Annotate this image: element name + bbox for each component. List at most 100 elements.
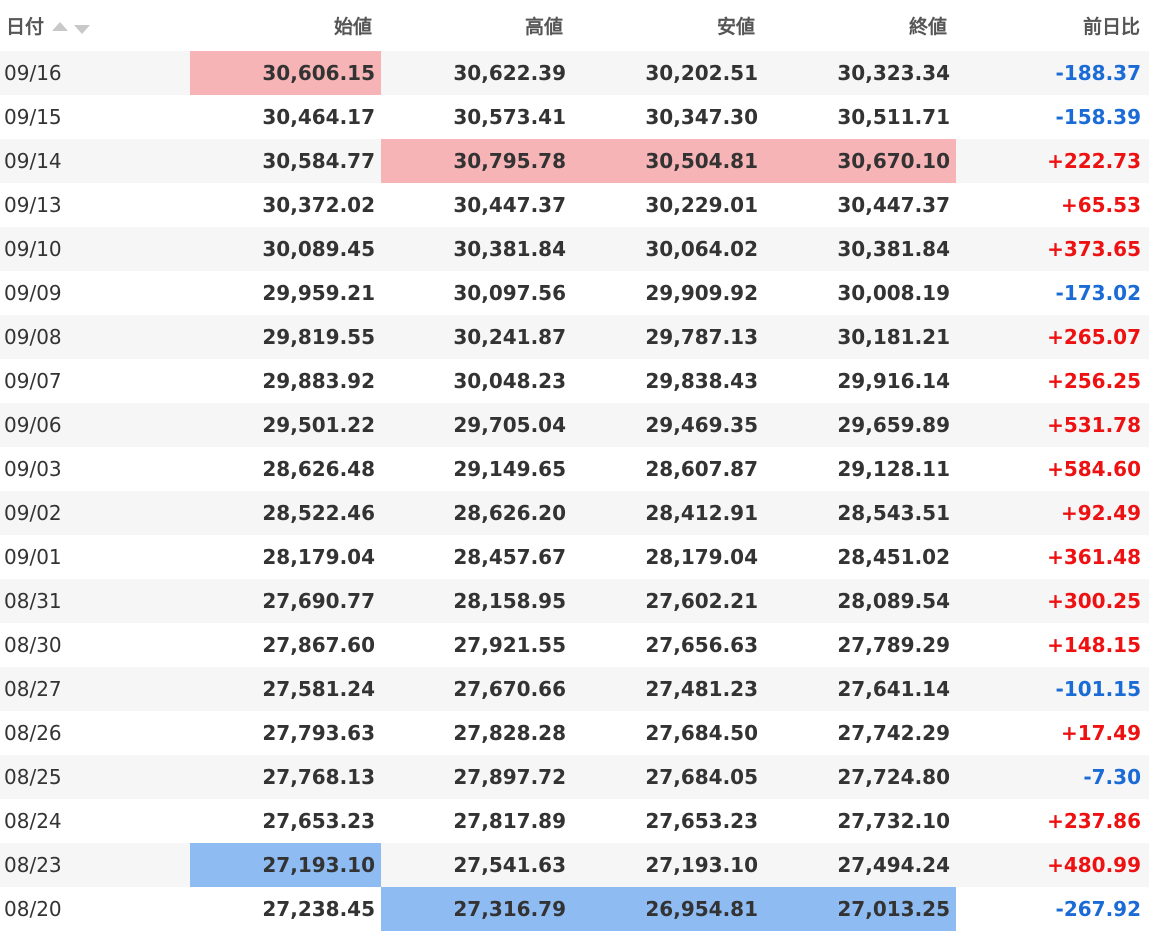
change-cell: +584.60: [956, 447, 1149, 491]
low-cell: 29,787.13: [572, 315, 764, 359]
low-cell: 30,229.01: [572, 183, 764, 227]
high-cell: 30,795.78: [381, 139, 572, 183]
change-cell: +265.07: [956, 315, 1149, 359]
high-cell: 27,316.79: [381, 887, 572, 931]
change-cell: -188.37: [956, 51, 1149, 95]
close-cell: 29,659.89: [764, 403, 956, 447]
open-cell: 27,653.23: [190, 799, 381, 843]
close-cell: 27,013.25: [764, 887, 956, 931]
close-cell: 29,128.11: [764, 447, 956, 491]
close-cell: 28,089.54: [764, 579, 956, 623]
table-row: 09/02 28,522.46 28,626.20 28,412.91 28,543.5…: [0, 491, 1149, 535]
open-cell: 27,238.45: [190, 887, 381, 931]
date-cell: 09/14: [0, 139, 190, 183]
date-cell: 08/23: [0, 843, 190, 887]
low-cell: 27,656.63: [572, 623, 764, 667]
sort-descending-icon[interactable]: [74, 24, 91, 34]
column-header-close[interactable]: 終値: [908, 16, 947, 38]
table-row: 09/07 29,883.92 30,048.23 29,838.43 29,916.1…: [0, 359, 1149, 403]
close-cell: 30,447.37: [764, 183, 956, 227]
date-cell: 08/25: [0, 755, 190, 799]
low-cell: 27,481.23: [572, 667, 764, 711]
open-cell: 27,690.77: [190, 579, 381, 623]
date-cell: 08/27: [0, 667, 190, 711]
low-cell: 26,954.81: [572, 887, 764, 931]
table-row: 09/03 28,626.48 29,149.65 28,607.87 29,128.1…: [0, 447, 1149, 491]
date-cell: 08/20: [0, 887, 190, 931]
column-header-label: 日付: [6, 16, 45, 38]
change-cell: -158.39: [956, 95, 1149, 139]
open-cell: 29,883.92: [190, 359, 381, 403]
open-cell: 30,089.45: [190, 227, 381, 271]
table-row: 08/23 27,193.10 27,541.63 27,193.10 27,494.2…: [0, 843, 1149, 887]
change-cell: +300.25: [956, 579, 1149, 623]
open-cell: 30,606.15: [190, 51, 381, 95]
low-cell: 30,504.81: [572, 139, 764, 183]
date-cell: 08/26: [0, 711, 190, 755]
close-cell: 27,724.80: [764, 755, 956, 799]
close-cell: 30,381.84: [764, 227, 956, 271]
change-cell: -7.30: [956, 755, 1149, 799]
column-header-low[interactable]: 安値: [716, 16, 755, 38]
low-cell: 30,347.30: [572, 95, 764, 139]
change-cell: +92.49: [956, 491, 1149, 535]
open-cell: 27,867.60: [190, 623, 381, 667]
high-cell: 27,828.28: [381, 711, 572, 755]
table-row: 08/20 27,238.45 27,316.79 26,954.81 27,013.2…: [0, 887, 1149, 931]
change-cell: +237.86: [956, 799, 1149, 843]
low-cell: 29,469.35: [572, 403, 764, 447]
column-header-change[interactable]: 前日比: [1082, 16, 1140, 38]
high-cell: 30,048.23: [381, 359, 572, 403]
high-cell: 30,241.87: [381, 315, 572, 359]
high-cell: 30,447.37: [381, 183, 572, 227]
change-cell: -173.02: [956, 271, 1149, 315]
change-cell: +531.78: [956, 403, 1149, 447]
column-header-open[interactable]: 始値: [333, 16, 372, 38]
date-cell: 08/30: [0, 623, 190, 667]
close-cell: 30,008.19: [764, 271, 956, 315]
date-cell: 09/09: [0, 271, 190, 315]
sort-controls[interactable]: [52, 17, 96, 39]
high-cell: 30,097.56: [381, 271, 572, 315]
column-header-date[interactable]: 日付: [0, 0, 190, 51]
open-cell: 27,581.24: [190, 667, 381, 711]
date-cell: 08/24: [0, 799, 190, 843]
sort-ascending-icon[interactable]: [52, 21, 69, 31]
table-row: 08/24 27,653.23 27,817.89 27,653.23 27,732.1…: [0, 799, 1149, 843]
close-cell: 30,323.34: [764, 51, 956, 95]
high-cell: 28,457.67: [381, 535, 572, 579]
open-cell: 29,501.22: [190, 403, 381, 447]
column-header-high[interactable]: 高値: [524, 16, 563, 38]
table-row: 08/30 27,867.60 27,921.55 27,656.63 27,789.2…: [0, 623, 1149, 667]
open-cell: 28,522.46: [190, 491, 381, 535]
high-cell: 30,381.84: [381, 227, 572, 271]
low-cell: 27,602.21: [572, 579, 764, 623]
change-cell: +222.73: [956, 139, 1149, 183]
close-cell: 30,511.71: [764, 95, 956, 139]
close-cell: 27,494.24: [764, 843, 956, 887]
close-cell: 28,543.51: [764, 491, 956, 535]
low-cell: 28,412.91: [572, 491, 764, 535]
open-cell: 28,179.04: [190, 535, 381, 579]
open-cell: 30,584.77: [190, 139, 381, 183]
close-cell: 27,789.29: [764, 623, 956, 667]
open-cell: 30,372.02: [190, 183, 381, 227]
open-cell: 29,819.55: [190, 315, 381, 359]
date-cell: 08/31: [0, 579, 190, 623]
date-cell: 09/07: [0, 359, 190, 403]
table-row: 09/06 29,501.22 29,705.04 29,469.35 29,659.8…: [0, 403, 1149, 447]
table-row: 09/13 30,372.02 30,447.37 30,229.01 30,447.3…: [0, 183, 1149, 227]
date-cell: 09/13: [0, 183, 190, 227]
date-cell: 09/15: [0, 95, 190, 139]
low-cell: 29,909.92: [572, 271, 764, 315]
table-body: 09/16 30,606.15 30,622.39 30,202.51 30,323.3…: [0, 51, 1149, 931]
low-cell: 30,064.02: [572, 227, 764, 271]
change-cell: +65.53: [956, 183, 1149, 227]
close-cell: 27,641.14: [764, 667, 956, 711]
close-cell: 28,451.02: [764, 535, 956, 579]
date-cell: 09/06: [0, 403, 190, 447]
change-cell: +17.49: [956, 711, 1149, 755]
table-row: 09/14 30,584.77 30,795.78 30,504.81 30,670.1…: [0, 139, 1149, 183]
high-cell: 30,622.39: [381, 51, 572, 95]
